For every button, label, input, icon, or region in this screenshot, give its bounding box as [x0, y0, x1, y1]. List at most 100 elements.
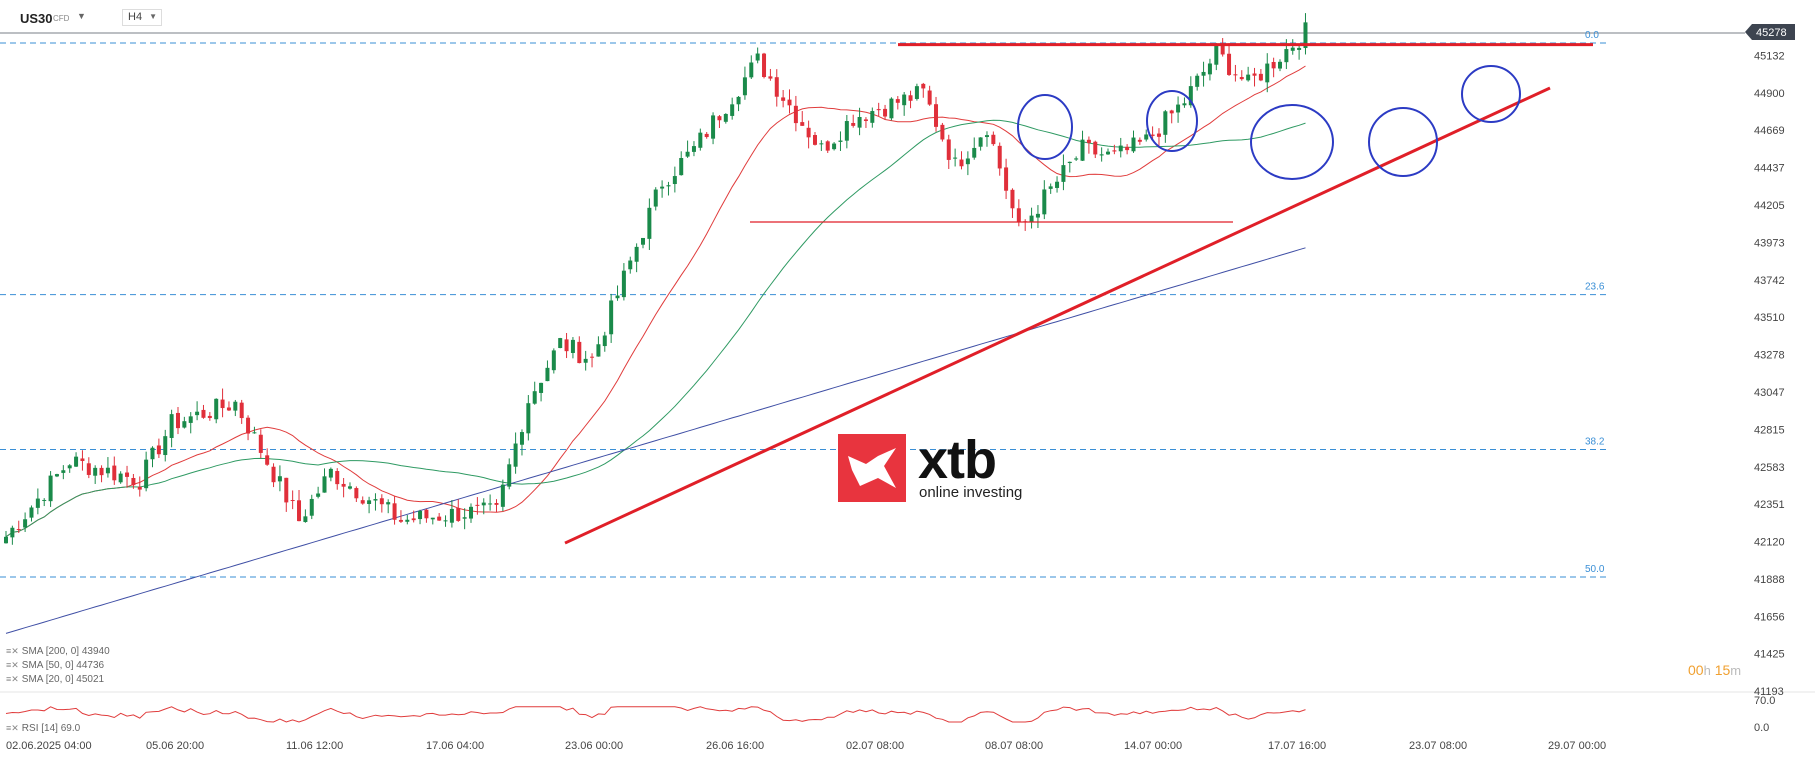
candle-body	[1010, 189, 1015, 209]
candle-body	[105, 467, 110, 474]
candle-body	[800, 122, 805, 126]
candle-body	[634, 246, 639, 262]
settings-icon[interactable]: ≡✕	[6, 646, 19, 656]
settings-icon[interactable]: ≡✕	[6, 674, 19, 684]
candle-countdown: 00h 15m	[1688, 662, 1742, 678]
candle-body	[895, 99, 900, 103]
indicator-legend-sma50[interactable]: ≡✕ SMA [50, 0] 44736	[6, 660, 105, 671]
indicator-legend-sma20[interactable]: ≡✕ SMA [20, 0] 45021	[6, 674, 105, 685]
candle-body	[672, 176, 677, 185]
price-tick-label: 42815	[1754, 424, 1785, 436]
candle-body	[469, 506, 474, 519]
candle-body	[150, 447, 155, 460]
candle-body	[526, 403, 531, 434]
candle-body	[23, 519, 28, 528]
timeframe-selector[interactable]: H4 ▼	[122, 9, 162, 26]
candle-body	[443, 520, 448, 522]
candle-body	[386, 502, 391, 505]
chevron-down-icon: ▼	[149, 12, 157, 21]
candle-body	[602, 335, 607, 347]
candle-body	[806, 127, 811, 138]
candle-body	[691, 146, 696, 152]
candle-body	[341, 483, 346, 487]
candle-body	[1042, 189, 1047, 215]
candle-body	[494, 503, 499, 505]
candle-body	[411, 518, 416, 521]
candle-body	[870, 111, 875, 123]
candle-body	[507, 464, 512, 487]
candle-body	[1258, 73, 1263, 81]
settings-icon[interactable]: ≡✕	[6, 660, 19, 670]
price-axis: 45132 44900 44669 44437 44205 43973 43742 43510…	[1745, 24, 1795, 698]
ascending-trendline	[564, 86, 1551, 545]
candle-body	[48, 475, 53, 502]
price-tick-label: 44205	[1754, 200, 1785, 212]
candle-body	[54, 474, 59, 477]
drawn-annotations	[564, 43, 1593, 545]
candle-body	[335, 471, 340, 485]
candle-body	[749, 62, 754, 78]
candle-body	[1176, 104, 1181, 113]
price-tick-label: 43278	[1754, 350, 1785, 362]
candle-body	[825, 141, 830, 151]
candle-body	[354, 488, 359, 499]
settings-icon[interactable]: ≡✕	[6, 723, 19, 733]
candle-body	[698, 132, 703, 148]
candle-body	[462, 517, 467, 519]
candle-body	[1252, 73, 1257, 76]
candle-body	[978, 137, 983, 147]
time-tick-label: 02.06.2025 04:00	[6, 740, 92, 752]
candle-body	[628, 260, 633, 270]
candle-body	[787, 99, 792, 106]
candle-body	[424, 509, 429, 519]
price-tick-label: 41193	[1754, 686, 1784, 698]
chevron-down-icon[interactable]: ▼	[77, 11, 86, 21]
candle-body	[844, 121, 849, 141]
candle-body	[156, 445, 161, 455]
candle-body	[1106, 151, 1111, 155]
candle-body	[475, 504, 480, 506]
candle-body	[418, 510, 423, 520]
candle-body	[1220, 43, 1225, 55]
candle-body	[991, 134, 996, 145]
indicator-legend-sma200[interactable]: ≡✕ SMA [200, 0] 43940	[6, 646, 110, 657]
candle-body	[1207, 63, 1212, 75]
moving-averages	[5, 65, 1306, 634]
candle-body	[303, 516, 308, 523]
candle-body	[1080, 139, 1085, 161]
chart-frame	[0, 32, 1815, 693]
candle-body	[74, 456, 79, 467]
candle-body	[271, 466, 276, 483]
price-tag-value: 45278	[1756, 27, 1787, 39]
candle-body	[1055, 181, 1060, 188]
candle-body	[717, 116, 722, 121]
candle-body	[258, 434, 263, 453]
candle-body	[379, 498, 384, 505]
candle-body	[1195, 75, 1200, 87]
symbol-selector[interactable]: US30	[20, 11, 53, 26]
candle-body	[742, 77, 747, 96]
candle-body	[583, 358, 588, 363]
candle-body	[539, 382, 544, 393]
candle-body	[1188, 86, 1193, 106]
candle-body	[755, 53, 760, 61]
current-price-tag: 45278	[1745, 24, 1795, 40]
candle-body	[456, 507, 461, 521]
candle-body	[246, 417, 251, 434]
candle-body	[1093, 141, 1098, 155]
symbol-type-label: CFD	[53, 14, 70, 23]
candle-body	[1118, 145, 1123, 152]
candle-body	[1239, 77, 1244, 80]
xtb-tagline: online investing	[919, 484, 1023, 501]
candle-body	[93, 467, 98, 476]
time-tick-label: 29.07 00:00	[1548, 740, 1606, 752]
candle-body	[621, 270, 626, 298]
fib-level-label: 50.0	[1585, 564, 1605, 575]
candle-body	[819, 143, 824, 145]
indicator-legend-rsi[interactable]: ≡✕ RSI [14] 69.0	[6, 723, 81, 734]
time-tick-label: 05.06 20:00	[146, 740, 204, 752]
candle-body	[1016, 208, 1021, 222]
candle-body	[201, 409, 206, 418]
candle-body	[609, 300, 614, 335]
